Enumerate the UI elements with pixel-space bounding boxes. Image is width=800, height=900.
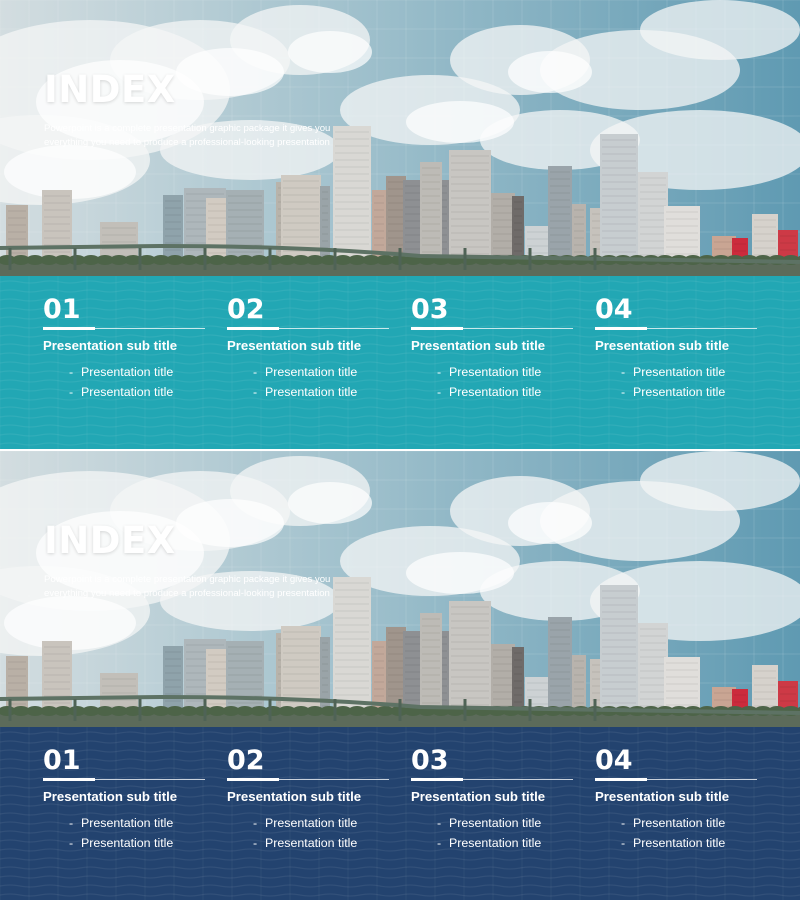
section-divider — [595, 326, 757, 330]
description-line: everything you need to produce a profess… — [44, 588, 330, 599]
section-divider — [411, 777, 573, 781]
index-slide-teal: INDEX Powerpoint is a complete presentat… — [0, 0, 800, 449]
index-column-2: 02 Presentation sub title - Presentation … — [227, 745, 389, 853]
slide-description: Powerpoint is a complete presentation gr… — [44, 573, 344, 601]
section-divider — [411, 326, 573, 330]
section-divider — [43, 326, 205, 330]
list-item: - Presentation title — [621, 365, 726, 379]
description-line: Powerpoint is a complete presentation gr… — [44, 123, 331, 134]
city-skyline-image — [0, 451, 800, 731]
section-number: 01 — [43, 294, 81, 325]
content-band — [0, 727, 800, 900]
index-column-4: 04 Presentation sub title - Presentation … — [595, 745, 757, 853]
slide-title: INDEX — [44, 68, 176, 111]
description-line: everything you need to produce a profess… — [44, 137, 330, 148]
section-divider — [227, 777, 389, 781]
section-number: 02 — [227, 294, 265, 325]
list-item: - Presentation title — [621, 385, 726, 399]
index-column-4: 04 Presentation sub title - Presentation … — [595, 294, 757, 402]
list-item: - Presentation title — [437, 385, 542, 399]
index-column-3: 03 Presentation sub title - Presentation … — [411, 294, 573, 402]
list-item: - Presentation title — [253, 365, 358, 379]
section-divider — [43, 777, 205, 781]
list-item: - Presentation title — [69, 816, 174, 830]
section-subtitle: Presentation sub title — [227, 338, 362, 353]
index-column-2: 02 Presentation sub title - Presentation … — [227, 294, 389, 402]
section-subtitle: Presentation sub title — [43, 789, 178, 804]
section-subtitle: Presentation sub title — [43, 338, 178, 353]
section-subtitle: Presentation sub title — [227, 789, 362, 804]
section-number: 01 — [43, 745, 81, 776]
index-column-3: 03 Presentation sub title - Presentation … — [411, 745, 573, 853]
list-item: - Presentation title — [437, 365, 542, 379]
list-item: - Presentation title — [437, 816, 542, 830]
index-slide-navy: INDEX Powerpoint is a complete presentat… — [0, 451, 800, 900]
slide-description: Powerpoint is a complete presentation gr… — [44, 122, 344, 150]
list-item: - Presentation title — [69, 365, 174, 379]
description-line: Powerpoint is a complete presentation gr… — [44, 574, 331, 585]
slide-title: INDEX — [44, 519, 176, 562]
list-item: - Presentation title — [253, 385, 358, 399]
content-band — [0, 276, 800, 449]
section-number: 03 — [411, 294, 449, 325]
list-item: - Presentation title — [69, 385, 174, 399]
section-subtitle: Presentation sub title — [411, 789, 546, 804]
section-number: 04 — [595, 294, 633, 325]
list-item: - Presentation title — [621, 836, 726, 850]
section-number: 04 — [595, 745, 633, 776]
list-item: - Presentation title — [437, 836, 542, 850]
section-divider — [595, 777, 757, 781]
list-item: - Presentation title — [253, 816, 358, 830]
index-column-1: 01 Presentation sub title - Presentation … — [43, 745, 205, 853]
section-number: 03 — [411, 745, 449, 776]
section-number: 02 — [227, 745, 265, 776]
index-column-1: 01 Presentation sub title - Presentation … — [43, 294, 205, 402]
section-subtitle: Presentation sub title — [595, 338, 730, 353]
city-skyline-image — [0, 0, 800, 280]
section-subtitle: Presentation sub title — [411, 338, 546, 353]
section-subtitle: Presentation sub title — [595, 789, 730, 804]
section-divider — [227, 326, 389, 330]
list-item: - Presentation title — [253, 836, 358, 850]
list-item: - Presentation title — [621, 816, 726, 830]
list-item: - Presentation title — [69, 836, 174, 850]
